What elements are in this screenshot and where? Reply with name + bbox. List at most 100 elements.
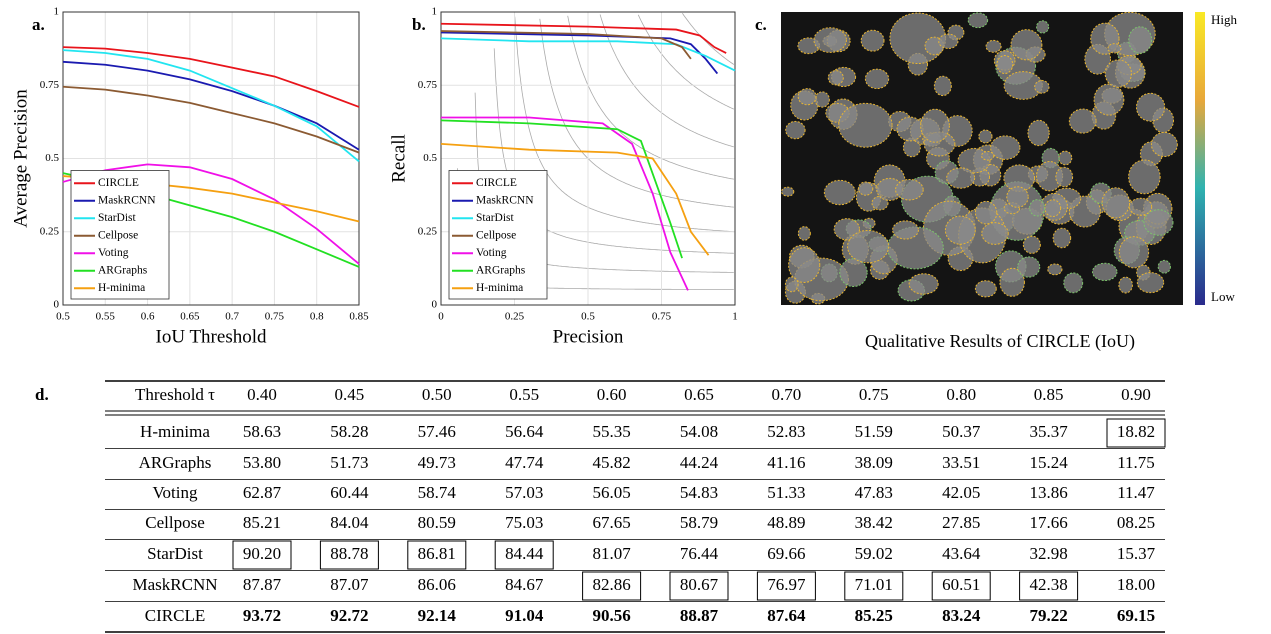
table-cell: 76.97 xyxy=(767,575,806,594)
cell-box xyxy=(494,540,554,570)
nucleus xyxy=(1047,263,1063,276)
nucleus xyxy=(833,218,860,241)
nucleus xyxy=(1091,262,1118,282)
table-cell: 86.81 xyxy=(418,544,456,563)
colorbar-label: Low xyxy=(1211,289,1235,304)
iso-f1-curve xyxy=(539,18,734,208)
x-tick-label: 0.25 xyxy=(505,311,525,323)
table-cell: 56.64 xyxy=(505,422,544,441)
table-cell: 79.22 xyxy=(1029,606,1067,625)
x-axis-label: Precision xyxy=(553,326,624,347)
nucleus xyxy=(999,267,1025,297)
nucleus xyxy=(1118,236,1150,269)
table-cell: 84.67 xyxy=(505,575,544,594)
legend-label: H-minima xyxy=(476,282,523,294)
table-cell: 85.25 xyxy=(855,606,893,625)
table-cell: H-minima xyxy=(140,422,210,441)
x-tick-label: 1 xyxy=(732,311,738,323)
nucleus xyxy=(895,178,924,201)
nucleus xyxy=(1128,197,1153,216)
nucleus xyxy=(938,33,959,49)
table-cell: 15.24 xyxy=(1029,453,1068,472)
table-cell: 80.67 xyxy=(680,575,719,594)
table-cell: 84.04 xyxy=(330,513,369,532)
legend-label: Cellpose xyxy=(476,229,516,241)
nucleus xyxy=(902,137,921,158)
table-cell: 76.44 xyxy=(680,544,719,563)
nucleus xyxy=(978,129,993,144)
series-line xyxy=(440,22,727,54)
legend-label: MaskRCNN xyxy=(98,194,156,206)
nucleus xyxy=(797,88,817,106)
table-cell: 18.00 xyxy=(1117,575,1155,594)
nucleus xyxy=(1093,83,1125,116)
x-tick-label: 0.5 xyxy=(581,311,595,323)
legend-label: StarDist xyxy=(476,212,515,224)
nucleus xyxy=(784,276,799,293)
table-cell: 53.80 xyxy=(243,453,281,472)
nucleus xyxy=(1150,131,1178,158)
nucleus xyxy=(823,179,856,206)
nucleus xyxy=(1136,272,1165,294)
nucleus xyxy=(839,258,868,288)
table-cell: 15.37 xyxy=(1117,544,1156,563)
table-cell: 18.82 xyxy=(1117,422,1155,441)
iso-f1-curve xyxy=(567,15,734,180)
table-cell: 27.85 xyxy=(942,513,980,532)
nucleus xyxy=(1128,26,1153,54)
nucleus xyxy=(1135,92,1166,122)
cell-box xyxy=(232,540,292,570)
nucleus xyxy=(974,200,998,225)
table-cell: 49.73 xyxy=(418,453,456,472)
table-cell: 57.03 xyxy=(505,483,543,502)
nucleus xyxy=(813,27,847,53)
table-cell: 35.37 xyxy=(1029,422,1068,441)
y-tick-label: 0 xyxy=(432,299,438,311)
table-header: 0.80 xyxy=(946,385,976,404)
nucleus xyxy=(1017,256,1041,278)
series-line xyxy=(440,119,683,259)
table-header: 0.65 xyxy=(684,385,714,404)
table-cell: MaskRCNN xyxy=(132,575,217,594)
table-cell: 58.79 xyxy=(680,513,718,532)
table-cell: 50.37 xyxy=(942,422,981,441)
table-cell: 60.51 xyxy=(942,575,980,594)
nucleus xyxy=(981,150,995,161)
nucleus xyxy=(1068,108,1097,134)
table-cell: 54.08 xyxy=(680,422,718,441)
table-cell: 11.75 xyxy=(1117,453,1155,472)
nucleus xyxy=(781,186,795,197)
legend-label: H-minima xyxy=(98,282,145,294)
table-cell: 92.14 xyxy=(418,606,457,625)
table-cell: 85.21 xyxy=(243,513,281,532)
table-cell: 87.87 xyxy=(243,575,282,594)
table-cell: 42.05 xyxy=(942,483,980,502)
nucleus xyxy=(847,229,890,264)
table-cell: 38.42 xyxy=(855,513,893,532)
table-cell: 82.86 xyxy=(592,575,630,594)
nucleus xyxy=(1143,209,1174,236)
table-cell: 93.72 xyxy=(243,606,281,625)
legend-label: CIRCLE xyxy=(98,177,139,189)
table-cell: 92.72 xyxy=(330,606,368,625)
x-axis-label: IoU Threshold xyxy=(156,326,267,347)
nucleus xyxy=(1029,199,1046,217)
nucleus xyxy=(1010,29,1043,61)
legend-label: CIRCLE xyxy=(476,177,517,189)
nucleus xyxy=(785,120,806,140)
nucleus xyxy=(981,222,1009,245)
nucleus xyxy=(933,75,952,97)
table-cell: 87.64 xyxy=(767,606,806,625)
nucleus xyxy=(892,220,919,240)
table-cell: Cellpose xyxy=(145,513,205,532)
cell-box xyxy=(1106,418,1166,448)
table-cell: 54.83 xyxy=(680,483,718,502)
series-line xyxy=(62,85,360,154)
nucleus xyxy=(908,273,939,295)
table-cell: 58.28 xyxy=(330,422,368,441)
x-tick-label: 0.65 xyxy=(180,311,200,323)
nucleus xyxy=(857,181,874,196)
table-cell: 45.82 xyxy=(592,453,630,472)
x-tick-label: 0 xyxy=(438,311,444,323)
